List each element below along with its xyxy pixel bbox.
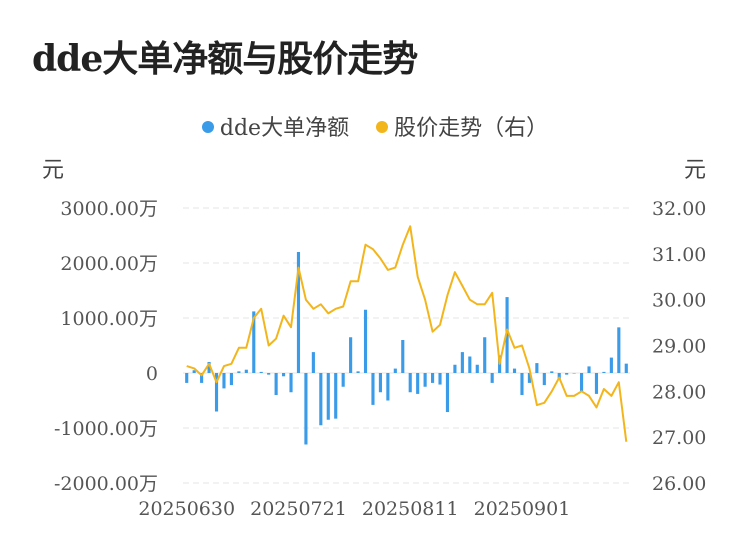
dde-bar <box>416 373 420 394</box>
legend-label-dde: dde大单净额 <box>219 116 350 141</box>
dde-bar <box>200 373 204 383</box>
dde-bar <box>520 373 524 395</box>
dde-bar <box>319 373 323 426</box>
dde-bar <box>296 252 301 373</box>
dde-bar <box>289 373 293 393</box>
dde-bar <box>341 373 345 387</box>
dde-bar <box>371 373 375 405</box>
dde-bar <box>557 373 561 380</box>
dde-bar <box>267 373 271 375</box>
right-tick-label: 31.00 <box>652 244 706 266</box>
dde-bar <box>356 371 360 373</box>
left-tick-label: 2000.00万 <box>60 253 158 275</box>
dde-bar <box>483 337 487 373</box>
dde-bar <box>274 373 278 395</box>
dde-bar <box>349 337 353 373</box>
dde-bar <box>594 373 599 394</box>
right-tick-label: 30.00 <box>652 290 706 312</box>
dde-bar <box>505 297 509 373</box>
dde-bar <box>229 373 233 386</box>
dde-bar <box>192 370 196 373</box>
dde-bar <box>378 373 382 393</box>
left-tick-label: 3000.00万 <box>60 198 158 220</box>
x-tick-label: 20250901 <box>474 498 571 520</box>
legend-dot-icon <box>376 121 389 133</box>
dde-bar <box>602 371 606 373</box>
dde-bar <box>244 369 248 373</box>
x-tick-label: 20250721 <box>250 498 347 520</box>
dde-bar <box>438 373 442 385</box>
price-line-group <box>186 225 628 442</box>
dde-bar <box>311 352 315 373</box>
right-tick-label: 32.00 <box>652 198 706 220</box>
dde-bar <box>334 373 338 419</box>
dde-bar <box>363 309 368 373</box>
grid-lines <box>183 207 630 484</box>
dde-bar <box>475 364 479 373</box>
dde-bar <box>565 373 569 375</box>
right-tick-label: 29.00 <box>652 336 706 358</box>
left-tick-label: -2000.00万 <box>54 473 158 495</box>
legend: dde大单净额 股价走势（右） <box>0 110 750 142</box>
dde-bar <box>572 373 576 374</box>
right-tick-label: 26.00 <box>652 473 706 495</box>
dde-bar <box>386 373 390 401</box>
dde-bar <box>453 364 457 373</box>
dde-bar <box>609 357 613 373</box>
dde-bar <box>393 368 397 373</box>
dde-bar <box>542 373 546 386</box>
dde-bar <box>460 352 464 373</box>
dde-bar <box>512 368 517 373</box>
right-axis-unit: 元 <box>684 158 706 183</box>
dde-bar <box>207 362 211 373</box>
dde-bar <box>490 373 494 383</box>
legend-item-dde[interactable]: dde大单净额 <box>201 110 350 142</box>
chart-title: dde大单净额与股价走势 <box>32 38 418 80</box>
dde-bar <box>304 373 308 445</box>
left-tick-label: 0 <box>146 363 158 385</box>
dde-bar <box>222 373 226 389</box>
dde-bar <box>468 356 472 373</box>
dde-bars <box>185 252 628 445</box>
right-axis-ticks: 26.00 27.00 28.00 29.00 30.00 31.00 32.00 <box>652 198 706 495</box>
dde-bar <box>185 373 189 383</box>
right-tick-label: 27.00 <box>652 427 706 449</box>
dde-bar <box>587 366 591 373</box>
legend-item-price[interactable]: 股价走势（右） <box>376 110 548 142</box>
left-axis-ticks: -2000.00万 -1000.00万 0 1000.00万 2000.00万 3000.… <box>54 198 158 495</box>
x-tick-label: 20250630 <box>138 498 235 520</box>
price-line <box>186 225 628 442</box>
dde-bar <box>550 371 554 373</box>
left-tick-label: -1000.00万 <box>54 418 158 440</box>
dde-bar <box>445 373 450 413</box>
dde-bar <box>237 371 241 373</box>
dde-bar <box>580 373 584 393</box>
dde-bar <box>431 373 435 383</box>
legend-label-price: 股价走势（右） <box>394 116 549 141</box>
dde-bar <box>624 363 628 373</box>
dde-bar <box>535 363 539 373</box>
dde-bar <box>527 373 531 383</box>
x-axis-ticks: 20250630 20250721 20250811 20250901 <box>138 498 570 520</box>
dde-bar <box>326 373 330 420</box>
right-tick-label: 28.00 <box>652 381 706 403</box>
dde-bar <box>423 373 427 387</box>
dde-bar <box>252 311 256 373</box>
left-axis-unit: 元 <box>42 158 64 183</box>
left-tick-label: 1000.00万 <box>60 308 158 330</box>
legend-dot-icon <box>201 121 214 133</box>
dde-bar <box>214 373 219 412</box>
dde-bar <box>259 371 263 373</box>
x-tick-label: 20250811 <box>362 498 459 520</box>
dde-bar <box>282 373 286 377</box>
dde-bar <box>617 327 621 373</box>
dde-bar <box>401 340 405 373</box>
dde-bar <box>408 373 412 393</box>
